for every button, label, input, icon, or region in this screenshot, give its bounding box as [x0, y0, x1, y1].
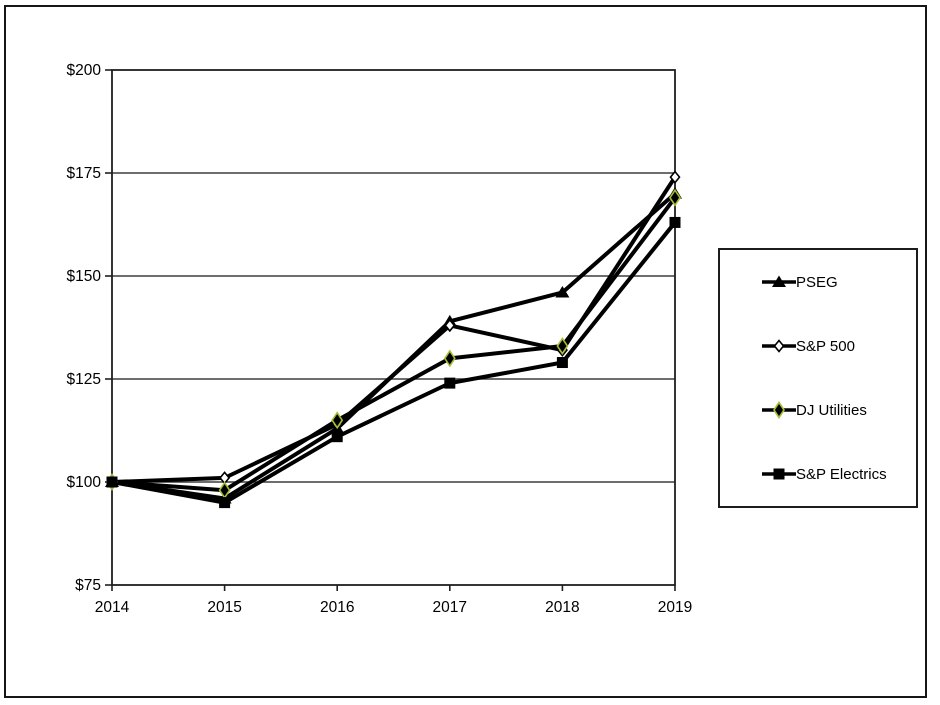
- legend-label-sp-electrics: S&P Electrics: [796, 465, 887, 483]
- y-tick-label: $200: [67, 62, 102, 79]
- filled-square-marker-icon: [762, 465, 796, 483]
- marker-s-p-electrics-2016: [331, 431, 343, 443]
- legend-label-pseg: PSEG: [796, 273, 838, 291]
- legend-open-diamond-glyph: [773, 339, 785, 353]
- marker-dj-utilities-2018: [556, 337, 569, 355]
- legend-item-pseg: PSEG: [720, 272, 916, 292]
- legend-key-line: [762, 401, 796, 419]
- marker-s-p-500-2019: [669, 170, 681, 184]
- x-tick-label: 2017: [433, 599, 467, 616]
- marker-s-p-electrics-2018: [556, 357, 568, 369]
- legend-item-sp-electrics: S&P Electrics: [720, 464, 916, 484]
- y-tick-label: $175: [67, 165, 101, 182]
- y-tick-label: $100: [67, 474, 102, 491]
- series-line-pseg: [110, 191, 677, 501]
- x-tick-label: 2019: [658, 599, 692, 616]
- legend-item-dj-utilities: DJ Utilities: [720, 400, 916, 420]
- series-line-s-p-electrics: [110, 220, 677, 505]
- marker-pseg-2018: [555, 285, 570, 298]
- marker-dj-utilities-2019: [669, 188, 681, 207]
- x-tick-label: 2016: [320, 599, 354, 616]
- legend-key-line: [762, 468, 796, 480]
- marker-s-p-electrics-2019: [669, 216, 681, 228]
- marker-dj-utilities-2017: [443, 349, 456, 368]
- x-tick-label: 2014: [95, 599, 130, 616]
- chart-legend: PSEG S&P 500 DJ Utilities S&P Electrics: [718, 248, 918, 508]
- y-tick-label: $150: [67, 268, 102, 285]
- series-line-dj-utilities: [110, 195, 677, 493]
- legend-key-line: [762, 339, 796, 353]
- legend-filled-triangle-glyph: [772, 275, 786, 287]
- legend-label-dj-utilities: DJ Utilities: [796, 401, 867, 419]
- marker-s-p-electrics-2017: [444, 377, 456, 389]
- marker-dj-utilities-2016: [331, 411, 344, 430]
- legend-label-sp500: S&P 500: [796, 337, 855, 355]
- legend-item-sp500: S&P 500: [720, 336, 916, 356]
- y-tick-label: $125: [67, 371, 101, 388]
- y-tick-label: $75: [75, 577, 101, 594]
- open-diamond-marker-icon: [762, 337, 796, 355]
- marker-s-p-500-2017: [444, 318, 456, 333]
- marker-s-p-electrics-2014: [106, 476, 118, 488]
- legend-filled-square-glyph: [773, 468, 785, 480]
- plot-border: [111, 69, 676, 586]
- x-tick-label: 2015: [207, 599, 241, 616]
- legend-filled-diamond-glyph: [773, 401, 785, 419]
- x-tick-label: 2018: [545, 599, 579, 616]
- marker-s-p-electrics-2015: [219, 497, 231, 509]
- filled-triangle-marker-icon: [762, 273, 796, 291]
- filled-diamond-marker-icon: [762, 401, 796, 419]
- legend-key-line: [762, 275, 796, 287]
